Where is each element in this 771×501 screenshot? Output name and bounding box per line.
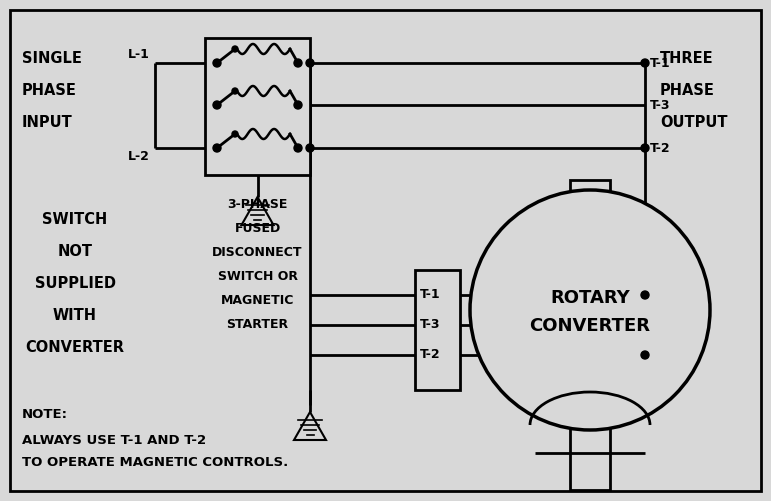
Text: ALWAYS USE T-1 AND T-2: ALWAYS USE T-1 AND T-2 <box>22 433 206 446</box>
Circle shape <box>470 190 710 430</box>
Text: T-2: T-2 <box>420 349 440 362</box>
Circle shape <box>232 88 238 94</box>
Circle shape <box>294 144 302 152</box>
Circle shape <box>641 291 649 299</box>
Text: WITH: WITH <box>53 309 97 324</box>
Text: CONVERTER: CONVERTER <box>530 317 651 335</box>
Circle shape <box>232 46 238 52</box>
Text: T-2: T-2 <box>650 141 671 154</box>
Circle shape <box>641 144 649 152</box>
Circle shape <box>213 101 221 109</box>
Circle shape <box>294 101 302 109</box>
Text: PHASE: PHASE <box>22 83 77 98</box>
Text: NOTE:: NOTE: <box>22 408 68 421</box>
Text: SWITCH OR: SWITCH OR <box>217 271 298 284</box>
Text: PHASE: PHASE <box>660 83 715 98</box>
Circle shape <box>306 144 314 152</box>
Circle shape <box>641 351 649 359</box>
Text: CONVERTER: CONVERTER <box>25 341 124 356</box>
Text: INPUT: INPUT <box>22 115 72 129</box>
Text: TO OPERATE MAGNETIC CONTROLS.: TO OPERATE MAGNETIC CONTROLS. <box>22 456 288 469</box>
Circle shape <box>641 59 649 67</box>
Text: DISCONNECT: DISCONNECT <box>212 246 303 260</box>
Bar <box>570 180 610 490</box>
Circle shape <box>294 59 302 67</box>
Text: MAGNETIC: MAGNETIC <box>221 295 295 308</box>
Text: T-1: T-1 <box>650 57 671 70</box>
Text: STARTER: STARTER <box>227 319 288 332</box>
Text: T-3: T-3 <box>420 319 440 332</box>
Text: SUPPLIED: SUPPLIED <box>35 277 116 292</box>
Circle shape <box>213 144 221 152</box>
Text: SINGLE: SINGLE <box>22 51 82 66</box>
Circle shape <box>232 131 238 137</box>
Text: T-3: T-3 <box>650 99 671 112</box>
Text: L-2: L-2 <box>128 150 150 163</box>
Text: ROTARY: ROTARY <box>550 289 630 307</box>
Text: 3-PHASE: 3-PHASE <box>227 198 288 211</box>
Circle shape <box>213 59 221 67</box>
Bar <box>415 270 460 390</box>
Circle shape <box>306 59 314 67</box>
Text: FUSED: FUSED <box>234 222 281 235</box>
Text: L-1: L-1 <box>128 48 150 61</box>
Text: OUTPUT: OUTPUT <box>660 115 728 129</box>
Bar <box>205 38 310 175</box>
Text: NOT: NOT <box>58 244 93 260</box>
Text: THREE: THREE <box>660 51 714 66</box>
Text: SWITCH: SWITCH <box>42 212 108 227</box>
Text: T-1: T-1 <box>420 289 440 302</box>
